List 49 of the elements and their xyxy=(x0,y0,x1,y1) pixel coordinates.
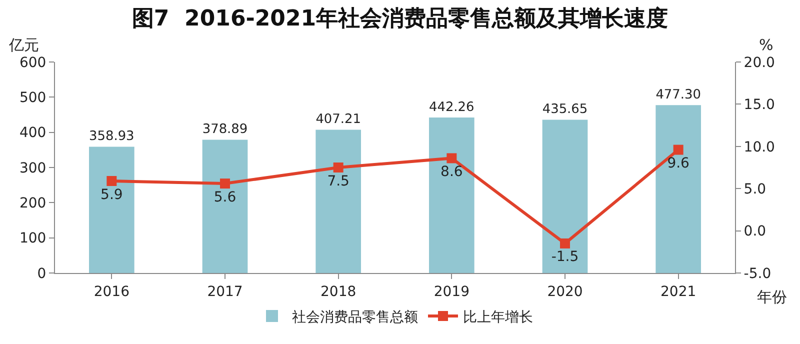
data-label: 9.6 xyxy=(667,156,690,172)
x-tick-label: 2016 xyxy=(94,284,130,300)
point xyxy=(333,162,344,172)
data-label: 7.5 xyxy=(327,173,350,190)
point xyxy=(106,176,117,186)
point xyxy=(446,153,457,164)
x-tick-label: 2017 xyxy=(207,284,243,300)
y2-tick-label: 0.0 xyxy=(744,224,766,240)
point xyxy=(220,178,230,189)
data-label: 5.6 xyxy=(214,189,236,206)
data-label: 378.89 xyxy=(202,122,248,138)
legend-label: 社会消费品零售总额 xyxy=(292,309,418,326)
bar xyxy=(542,120,588,273)
y-tick-label: 100 xyxy=(19,230,46,247)
y-tick-label: 500 xyxy=(19,90,46,106)
data-label: 477.30 xyxy=(656,87,701,102)
y-tick-label: 200 xyxy=(19,196,46,212)
x-tick-label: 2018 xyxy=(320,284,356,300)
x-tick-label: 2020 xyxy=(547,284,583,300)
data-label: 442.26 xyxy=(429,100,474,115)
point xyxy=(560,238,570,248)
bar xyxy=(202,140,248,273)
data-label: 8.6 xyxy=(440,164,463,180)
y-tick-label: 400 xyxy=(19,125,46,142)
bar xyxy=(656,105,701,273)
bar xyxy=(429,117,474,273)
y-tick-label: 600 xyxy=(19,54,46,71)
y2-tick-label: 15.0 xyxy=(744,97,775,114)
y2-tick-label: 5.0 xyxy=(744,182,766,198)
point xyxy=(673,144,684,155)
legend-label: 比上年增长 xyxy=(463,309,533,326)
y2-tick-label: 20.0 xyxy=(744,54,775,71)
y-tick-label: 0 xyxy=(37,266,46,282)
x-axis-title: 年份 xyxy=(757,288,787,306)
y2-axis-title: % xyxy=(759,36,774,54)
data-label: 435.65 xyxy=(542,102,588,118)
x-tick-label: 2021 xyxy=(660,284,696,300)
y2-tick-label: -5.0 xyxy=(744,266,772,282)
chart-title: 图7 2016-2021年社会消费品零售总额及其增长速度 xyxy=(132,6,668,32)
data-label: -1.5 xyxy=(551,249,579,266)
x-tick-label: 2019 xyxy=(434,284,470,300)
bar xyxy=(316,130,361,273)
y-tick-label: 300 xyxy=(19,160,46,176)
data-label: 5.9 xyxy=(100,186,123,203)
data-label: 358.93 xyxy=(89,129,134,144)
y-axis-title: 亿元 xyxy=(8,36,39,54)
data-label: 407.21 xyxy=(316,112,361,128)
y2-tick-label: 10.0 xyxy=(744,139,775,156)
bar xyxy=(89,146,134,273)
